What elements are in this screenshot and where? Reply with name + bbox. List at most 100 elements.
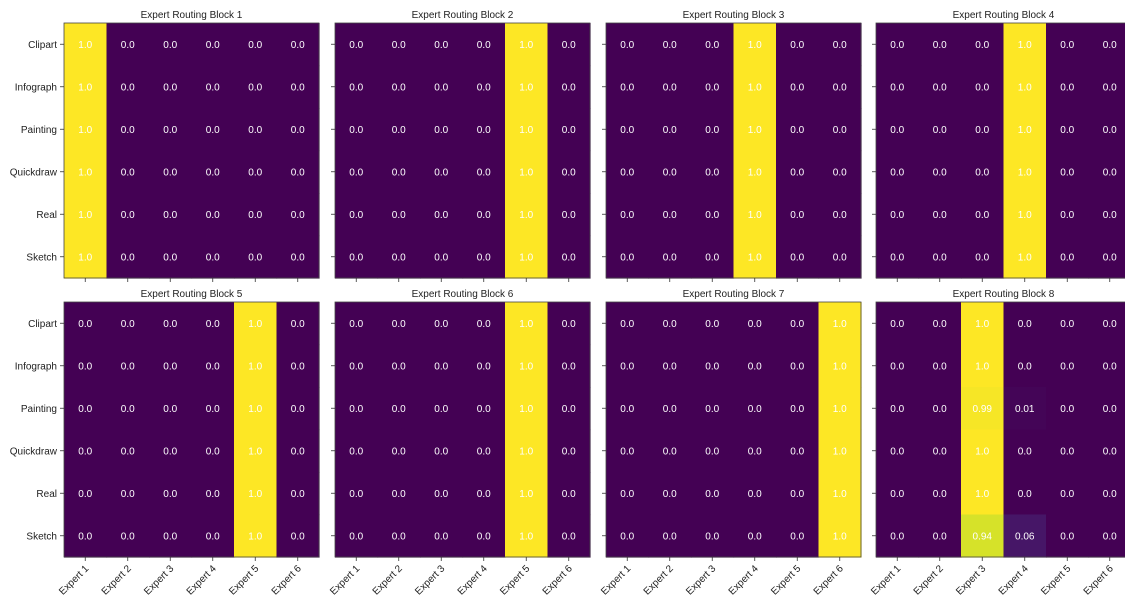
cell-value-label: 1.0	[519, 489, 533, 500]
cell-value-label: 0.0	[206, 446, 220, 457]
cell-value-label: 0.0	[620, 319, 634, 330]
cell-value-label: 0.0	[748, 361, 762, 372]
cell-value-label: 0.0	[349, 404, 363, 415]
cell-value-label: 0.0	[163, 167, 177, 178]
cell-value-label: 0.0	[890, 167, 904, 178]
cell-value-label: 0.0	[477, 167, 491, 178]
cell-value-label: 0.0	[663, 446, 677, 457]
cell-value-label: 0.0	[748, 531, 762, 542]
cell-value-label: 0.0	[121, 531, 135, 542]
cell-value-label: 0.0	[705, 252, 719, 263]
cell-value-label: 0.0	[1103, 210, 1117, 221]
cell-value-label: 0.0	[1060, 125, 1074, 136]
panel-title: Expert Routing Block 7	[683, 289, 785, 300]
cell-value-label: 0.0	[248, 210, 262, 221]
cell-value-label: 0.0	[121, 489, 135, 500]
cell-value-label: 0.0	[790, 167, 804, 178]
cell-value-label: 1.0	[519, 446, 533, 457]
cell-value-label: 0.0	[78, 489, 92, 500]
cell-value-label: 0.0	[163, 404, 177, 415]
cell-value-label: 1.0	[519, 531, 533, 542]
cell-value-label: 1.0	[519, 361, 533, 372]
cell-value-label: 0.0	[248, 40, 262, 51]
cell-value-label: 0.0	[890, 446, 904, 457]
cell-value-label: 0.0	[1103, 361, 1117, 372]
cell-value-label: 0.0	[790, 446, 804, 457]
cell-value-label: 0.0	[477, 404, 491, 415]
cell-value-label: 0.0	[434, 446, 448, 457]
cell-value-label: 0.0	[121, 125, 135, 136]
cell-value-label: 0.0	[206, 361, 220, 372]
cell-value-label: 0.0	[705, 167, 719, 178]
cell-value-label: 0.0	[620, 489, 634, 500]
cell-value-label: 0.0	[206, 252, 220, 263]
cell-value-label: 1.0	[1018, 40, 1032, 51]
cell-value-label: 0.0	[890, 82, 904, 93]
cell-value-label: 0.0	[975, 167, 989, 178]
cell-value-label: 0.0	[620, 82, 634, 93]
cell-value-label: 0.0	[121, 40, 135, 51]
x-tick-label: Expert 5	[498, 563, 532, 596]
cell-value-label: 1.0	[975, 489, 989, 500]
cell-value-label: 0.0	[349, 82, 363, 93]
cell-value-label: 0.0	[663, 489, 677, 500]
cell-value-label: 0.0	[434, 361, 448, 372]
cell-value-label: 0.0	[562, 531, 576, 542]
cell-value-label: 1.0	[975, 319, 989, 330]
cell-value-label: 0.0	[1103, 446, 1117, 457]
cell-value-label: 0.0	[663, 167, 677, 178]
cell-value-label: 0.0	[1103, 167, 1117, 178]
cell-value-label: 0.0	[1103, 125, 1117, 136]
cell-value-label: 0.0	[248, 82, 262, 93]
cell-value-label: 0.0	[1060, 404, 1074, 415]
cell-value-label: 0.0	[705, 446, 719, 457]
cell-value-label: 1.0	[748, 125, 762, 136]
cell-value-label: 0.0	[349, 210, 363, 221]
cell-value-label: 0.0	[349, 167, 363, 178]
cell-value-label: 0.0	[291, 40, 305, 51]
x-tick-label: Expert 3	[954, 563, 988, 596]
cell-value-label: 0.0	[705, 489, 719, 500]
x-tick-label: Expert 4	[997, 563, 1031, 596]
y-tick-label: Clipart	[28, 319, 57, 330]
x-tick-label: Expert 2	[642, 563, 676, 596]
cell-value-label: 0.0	[790, 319, 804, 330]
cell-value-label: 0.0	[392, 446, 406, 457]
cell-value-label: 0.99	[973, 404, 993, 415]
cell-value-label: 0.0	[663, 210, 677, 221]
cell-value-label: 0.0	[933, 446, 947, 457]
cell-value-label: 0.01	[1015, 404, 1035, 415]
y-tick-label: Infograph	[15, 361, 57, 372]
cell-value-label: 0.0	[206, 319, 220, 330]
cell-value-label: 0.0	[434, 319, 448, 330]
cell-value-label: 1.0	[78, 252, 92, 263]
cell-value-label: 0.0	[1018, 361, 1032, 372]
cell-value-label: 1.0	[975, 361, 989, 372]
cell-value-label: 0.0	[933, 252, 947, 263]
cell-value-label: 0.0	[833, 125, 847, 136]
cell-value-label: 0.0	[790, 404, 804, 415]
cell-value-label: 1.0	[519, 82, 533, 93]
cell-value-label: 0.0	[477, 446, 491, 457]
cell-value-label: 0.0	[349, 531, 363, 542]
cell-value-label: 0.0	[163, 361, 177, 372]
cell-value-label: 0.0	[291, 489, 305, 500]
cell-value-label: 1.0	[78, 125, 92, 136]
x-tick-label: Expert 2	[100, 563, 134, 596]
cell-value-label: 0.0	[434, 531, 448, 542]
cell-value-label: 0.0	[392, 404, 406, 415]
cell-value-label: 0.0	[1103, 489, 1117, 500]
cell-value-label: 0.0	[477, 82, 491, 93]
cell-value-label: 0.0	[392, 531, 406, 542]
cell-value-label: 0.0	[349, 252, 363, 263]
cell-value-label: 0.0	[562, 319, 576, 330]
cell-value-label: 0.0	[349, 489, 363, 500]
cell-value-label: 0.0	[434, 167, 448, 178]
cell-value-label: 1.0	[833, 404, 847, 415]
cell-value-label: 1.0	[519, 319, 533, 330]
cell-value-label: 0.0	[705, 210, 719, 221]
cell-value-label: 1.0	[248, 446, 262, 457]
